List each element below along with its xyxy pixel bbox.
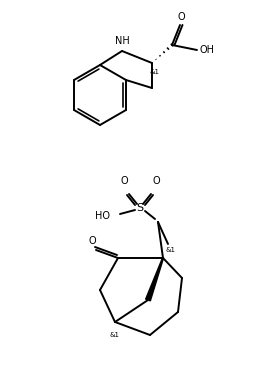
Text: NH: NH	[115, 36, 129, 46]
Text: O: O	[152, 176, 160, 186]
Text: O: O	[177, 12, 185, 22]
Polygon shape	[146, 258, 163, 301]
Text: OH: OH	[199, 45, 214, 55]
Text: &1: &1	[110, 332, 120, 338]
Text: S: S	[137, 203, 144, 213]
Text: O: O	[88, 236, 96, 246]
Text: HO: HO	[95, 211, 110, 221]
Text: &1: &1	[150, 69, 160, 75]
Text: O: O	[120, 176, 128, 186]
Text: &1: &1	[166, 247, 176, 253]
